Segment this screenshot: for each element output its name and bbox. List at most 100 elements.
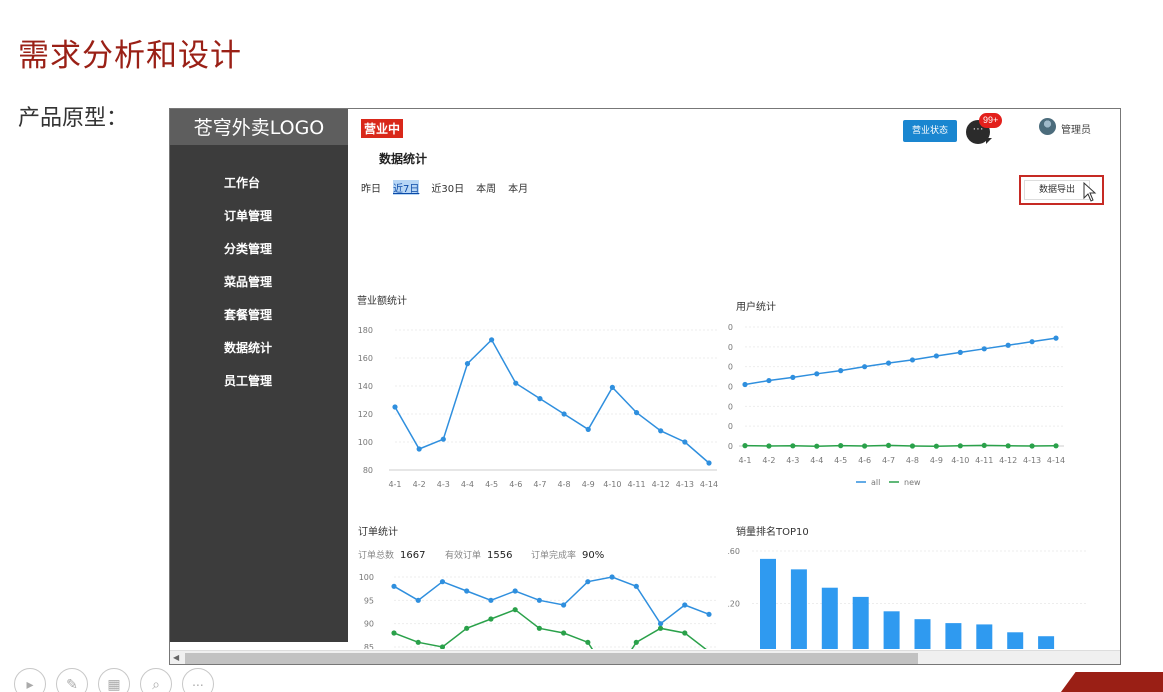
data-point [1053,335,1059,341]
y-tick-label: 2000 [728,363,733,372]
tab-this-week[interactable]: 本周 [476,184,497,195]
legend-label: new [904,478,921,487]
data-point [766,377,772,384]
date-range-tabs: 昨日 近7日 近30日 本周 本月 [361,180,540,195]
bar [760,558,776,649]
data-point [742,381,748,388]
sidebar-item-categories[interactable]: 分类管理 [224,242,273,256]
data-point [609,574,615,580]
data-point [561,602,567,608]
message-count-badge: 99+ [979,113,1003,128]
data-point [464,588,470,594]
x-tick-label: 4-11 [627,480,645,489]
series-line [744,444,1057,447]
data-point [957,443,963,449]
data-point [1029,339,1035,345]
pen-icon[interactable]: ✎ [56,668,88,692]
bar [821,587,838,649]
zoom-icon[interactable]: ⌕ [140,668,172,692]
data-point [1053,443,1059,449]
data-point [706,611,712,617]
user-chart-title: 用户统计 [736,302,776,313]
data-point [391,630,397,636]
bar [790,569,807,649]
x-tick-label: 4-10 [951,456,969,465]
sidebar-item-setmeals[interactable]: 套餐管理 [224,308,273,322]
data-point [862,364,868,370]
data-point [561,411,567,417]
slides-icon[interactable]: ▦ [98,668,130,692]
scroll-left-icon[interactable]: ◀ [173,653,180,662]
data-point [838,368,844,374]
y-tick-label: 100 [358,438,373,447]
data-point [682,439,688,445]
data-point [488,597,494,603]
data-point [682,602,688,608]
y-tick-label: 1000 [728,402,733,411]
tab-last-7-days[interactable]: 近7日 [393,180,420,195]
tab-last-30-days[interactable]: 近30日 [431,184,465,195]
sidebar-item-orders[interactable]: 订单管理 [224,209,273,223]
tab-this-month[interactable]: 本月 [508,184,529,195]
data-point [862,443,868,449]
page-title: 数据统计 [379,152,428,166]
data-point [464,625,470,631]
data-point [790,374,796,380]
sidebar-item-statistics[interactable]: 数据统计 [224,341,273,355]
bar [976,624,993,649]
business-status-button[interactable]: 营业状态 [903,120,957,142]
y-tick-label: 1500 [728,383,733,392]
x-tick-label: 4-2 [762,456,775,465]
scrollbar-thumb[interactable] [185,653,918,664]
x-tick-label: 4-9 [582,480,595,489]
x-tick-label: 4-13 [1023,456,1041,465]
data-point [415,597,421,603]
play-icon[interactable]: ▸ [14,668,46,692]
series-line [744,337,1057,386]
data-point [981,346,987,352]
avatar[interactable] [1039,118,1056,135]
x-tick-label: 4-1 [738,456,751,465]
order-chart: 100 95 90 85 [359,573,717,649]
tab-yesterday[interactable]: 昨日 [361,184,381,195]
x-tick-label: 4-7 [882,456,895,465]
y-tick-label: 160 [728,547,740,556]
data-point [682,630,688,636]
data-point [439,644,446,649]
legend-label: all [871,478,880,487]
data-point [415,639,421,645]
data-point [512,588,518,594]
x-tick-label: 4-3 [437,480,450,489]
export-data-button[interactable]: 数据导出 [1024,180,1090,200]
more-icon[interactable]: ∙∙∙ [182,668,214,692]
data-point [657,621,664,627]
data-point [957,349,963,355]
data-point [536,597,542,603]
data-point [391,583,397,589]
data-point [561,630,567,636]
y-tick-label: 0 [728,442,733,451]
sidebar-item-workbench[interactable]: 工作台 [224,176,261,190]
horizontal-scrollbar[interactable]: ◀ [170,650,1120,664]
top10-chart: 16012080 [728,547,1088,649]
order-total-value: 1667 [400,550,426,561]
data-point [838,443,844,449]
data-point [790,443,796,449]
x-tick-label: 4-4 [461,480,474,489]
slide-label: 产品原型： [18,106,129,131]
series-line [393,576,710,625]
data-point [933,443,939,449]
sidebar-item-dishes[interactable]: 菜品管理 [224,275,273,289]
status-badge: 营业中 [361,119,404,138]
cursor-icon [1083,182,1097,202]
sidebar-item-employees[interactable]: 员工管理 [224,374,273,388]
user-name[interactable]: 管理员 [1061,125,1091,136]
y-tick-label: 140 [358,382,373,391]
bar [1038,636,1055,649]
order-chart-title: 订单统计 [358,527,398,538]
bar [883,611,900,649]
x-tick-label: 4-12 [999,456,1017,465]
series-line [393,608,707,649]
x-tick-label: 4-4 [810,456,823,465]
